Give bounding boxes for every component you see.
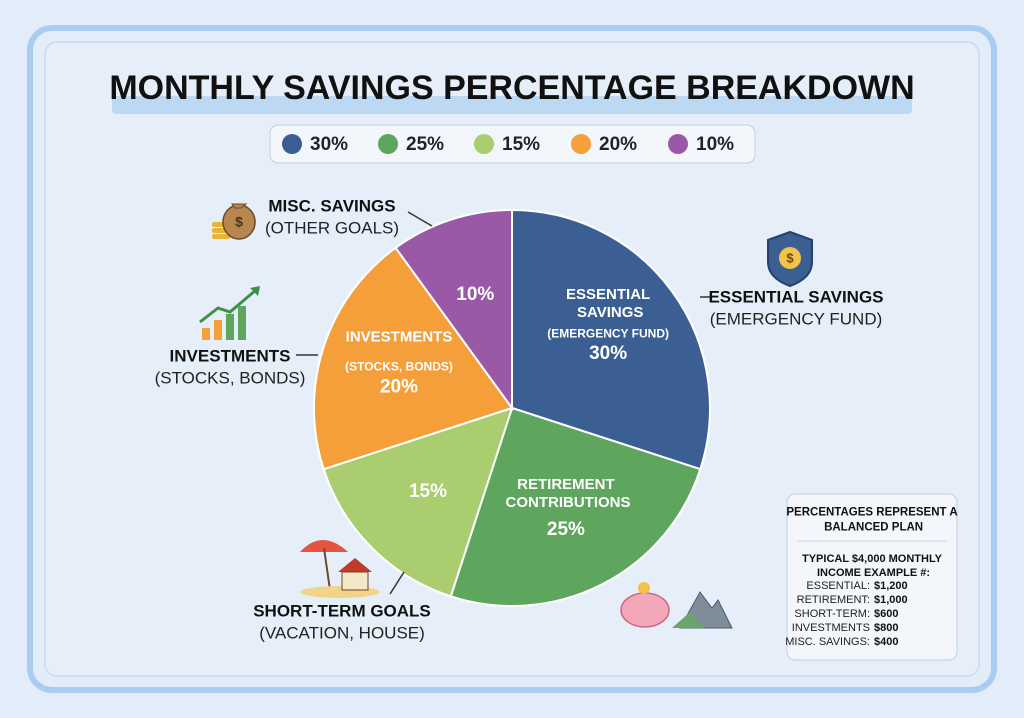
callout-detail: (EMERGENCY FUND) [710,309,883,328]
note-row-amount: $1,000 [874,594,908,606]
slice-value-label: 10% [456,284,494,305]
callout-name: SHORT-TERM GOALS [253,601,431,620]
piggy-bank-icon [620,582,733,629]
money-bag-icon: $ [212,203,256,240]
note-row-label: RETIREMENT: [797,594,870,606]
outer-frame [27,25,997,693]
slice-detail: (EMERGENCY FUND) [547,326,669,340]
note-subheading: TYPICAL $4,000 MONTHLY INCOME EXAMPLE #: [802,553,943,579]
callout-name: ESSENTIAL SAVINGS [708,287,883,306]
callout-detail: (STOCKS, BONDS) [155,368,306,387]
slice-value-label: 20% [380,376,418,397]
legend-box [269,124,756,164]
callout-leader [407,211,433,227]
legend-swatch [668,134,688,154]
callout-name: INVESTMENTS [170,346,291,365]
shield-icon: $ [767,230,813,288]
legend-swatch [474,134,494,154]
slice-detail: (STOCKS, BONDS) [345,359,453,373]
callout-detail: (VACATION, HOUSE) [259,623,425,642]
pie-slice [322,406,514,598]
beach-house-icon [300,540,380,598]
svg-text:$: $ [786,250,794,265]
note-row-amount: $400 [874,636,898,648]
slice-name: ESSENTIAL SAVINGS [566,286,650,321]
pie: ESSENTIAL SAVINGS (EMERGENCY FUND) 30% RETI… [313,208,711,607]
callout-detail: (OTHER GOALS) [265,218,399,237]
note-heading: PERCENTAGES REPRESENT A BALANCED PLAN [786,507,957,534]
legend-swatch [378,134,398,154]
slice-name: RETIREMENT CONTRIBUTIONS [501,476,630,511]
slice-name: INVESTMENTS [346,328,453,345]
legend: 30% 25% 15% 20% 10% [282,134,734,155]
pie-slice [511,208,711,471]
title-highlight [112,96,912,114]
legend-label: 10% [696,134,734,155]
svg-text:$: $ [235,214,243,230]
note: PERCENTAGES REPRESENT A BALANCED PLAN TYP… [785,507,957,648]
slice-value-label: 30% [589,343,627,364]
note-row-label: INVESTMENTS [792,622,870,634]
legend-label: 15% [502,134,540,155]
slice-value-label: 15% [409,481,447,502]
growth-chart-icon [199,286,260,340]
note-row-label: SHORT-TERM: [794,608,870,620]
legend-label: 25% [406,134,444,155]
chart-title: MONTHLY SAVINGS PERCENTAGE BREAKDOWN [109,69,914,107]
note-row-amount: $600 [874,608,898,620]
note-row-label: ESSENTIAL: [806,580,870,592]
legend-swatch [571,134,591,154]
note-row-amount: $800 [874,622,898,634]
note-row-label: MISC. SAVINGS: [785,636,870,648]
slice-value-label: 25% [547,519,585,540]
pie-slice [449,406,702,607]
callouts: ESSENTIAL SAVINGS (EMERGENCY FUND) SHORT-T… [155,196,884,642]
legend-label: 20% [599,134,637,155]
note-box [786,493,958,661]
note-row-amount: $1,200 [874,580,908,592]
callout-name: MISC. SAVINGS [268,196,395,215]
pie-slice [394,208,513,412]
callout-leader [389,571,405,595]
legend-label: 30% [310,134,348,155]
pie-slice [313,246,514,471]
legend-swatch [282,134,302,154]
